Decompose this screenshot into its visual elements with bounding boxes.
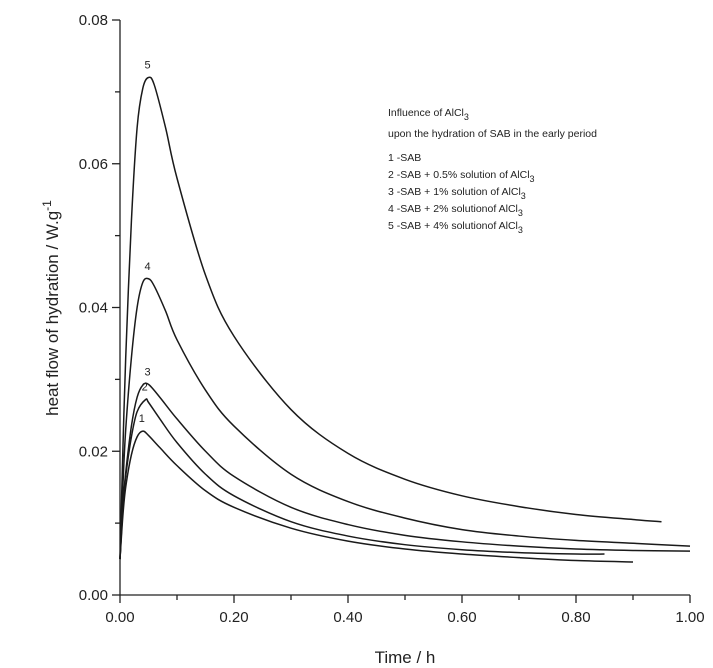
annotation-entry: 3 -SAB + 1% solution of AlCl3 [388,186,526,201]
curve-label-3: 3 [144,366,150,378]
curve-label-5: 5 [144,60,150,72]
y-axis-title-main: heat flow of hydration / W.g [43,211,62,416]
annotation-entry-sub: 3 [521,191,526,201]
annotation-entry: 1 -SAB [388,152,421,164]
annotation-entry: 2 -SAB + 0.5% solution of AlCl3 [388,169,535,184]
y-axis-title: heat flow of hydration / W.g-1 [40,200,62,416]
series-line-3 [120,383,690,559]
series-group [120,77,690,562]
annotation-title: Influence of AlCl3 [388,107,469,122]
x-tick-label: 0.40 [333,609,362,626]
x-tick-label: 0.00 [105,609,134,626]
curve-labels: 1 2 3 4 5 [139,60,151,426]
y-tick-label: 0.06 [79,156,108,173]
x-tick-label: 1.00 [675,609,704,626]
x-axis-title: Time / h [375,648,436,667]
y-tick-label: 0.04 [79,300,108,317]
x-tick-label: 0.20 [219,609,248,626]
y-tick-label: 0.02 [79,443,108,460]
annotation-subtitle: upon the hydration of SAB in the early p… [388,128,597,140]
annotation-entry-text: 2 -SAB + 0.5% solution of AlCl [388,169,530,181]
annotation-entry: 4 -SAB + 2% solutionof AlCl3 [388,203,523,218]
curve-label-1: 1 [139,413,145,425]
series-line-2 [120,399,605,559]
x-tick-label: 0.80 [561,609,590,626]
x-tick-label: 0.60 [447,609,476,626]
annotation-entry-text: 3 -SAB + 1% solution of AlCl [388,186,521,198]
annotation-title-sub: 3 [464,112,469,122]
annotation-entry: 5 -SAB + 4% solutionof AlCl3 [388,220,523,235]
annotation-entry-sub: 3 [518,225,523,235]
annotation-entry-sub: 3 [518,208,523,218]
y-tick-label: 0.08 [79,12,108,29]
annotation-title-text: Influence of AlCl [388,107,464,119]
curve-label-2: 2 [142,382,148,394]
curve-label-4: 4 [144,261,150,273]
annotation-entry-text: 4 -SAB + 2% solutionof AlCl [388,203,518,215]
annotation-entry-sub: 3 [530,174,535,184]
annotation-entry-text: 1 -SAB [388,152,421,164]
series-line-1 [120,431,633,562]
y-tick-label: 0.00 [79,587,108,604]
annotation-block: Influence of AlCl3 upon the hydration of… [388,107,597,235]
y-axis-title-sup: -1 [40,200,54,211]
annotation-entry-text: 5 -SAB + 4% solutionof AlCl [388,220,518,232]
